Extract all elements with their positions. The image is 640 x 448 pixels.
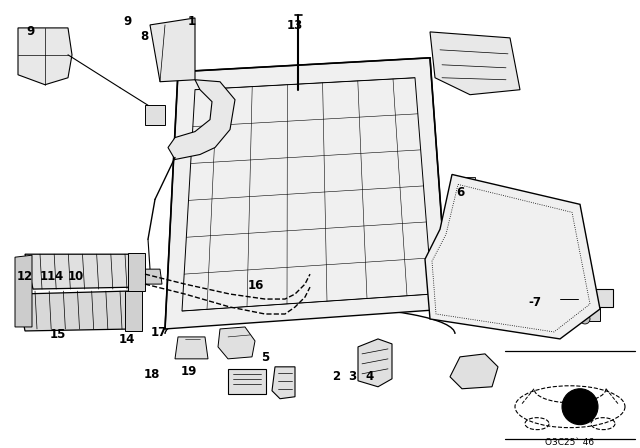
Polygon shape — [425, 174, 600, 339]
Text: 13: 13 — [286, 19, 303, 32]
Text: 6: 6 — [457, 185, 465, 198]
Polygon shape — [168, 80, 235, 159]
Circle shape — [472, 363, 484, 375]
Polygon shape — [272, 367, 295, 399]
Text: 4: 4 — [55, 271, 63, 284]
Polygon shape — [450, 354, 498, 389]
Circle shape — [37, 37, 53, 53]
Polygon shape — [15, 255, 32, 327]
Circle shape — [493, 250, 507, 264]
Bar — [488, 284, 506, 294]
Circle shape — [468, 50, 492, 74]
Polygon shape — [145, 105, 165, 125]
Bar — [455, 177, 475, 190]
Text: O3C25` 46: O3C25` 46 — [545, 438, 595, 447]
Polygon shape — [125, 291, 142, 331]
Text: 1: 1 — [188, 15, 196, 28]
Text: 11: 11 — [40, 271, 56, 284]
Text: 9: 9 — [27, 25, 35, 38]
Bar — [228, 369, 266, 394]
Bar — [465, 279, 483, 289]
Text: 3: 3 — [348, 370, 356, 383]
Text: 19: 19 — [180, 365, 197, 378]
Bar — [75, 267, 103, 285]
Text: 18: 18 — [144, 368, 161, 381]
Text: 5: 5 — [262, 351, 269, 364]
Bar — [578, 307, 600, 321]
Polygon shape — [25, 254, 138, 289]
Text: 2: 2 — [332, 370, 340, 383]
Text: 12: 12 — [16, 271, 33, 284]
Polygon shape — [138, 269, 162, 284]
Bar — [508, 294, 526, 304]
Polygon shape — [175, 337, 208, 359]
Text: 17: 17 — [150, 326, 167, 339]
Circle shape — [482, 368, 492, 378]
Polygon shape — [18, 28, 72, 85]
Polygon shape — [165, 58, 448, 329]
Polygon shape — [430, 32, 520, 95]
Polygon shape — [218, 327, 255, 359]
Circle shape — [580, 314, 590, 324]
Text: 16: 16 — [248, 279, 264, 292]
Text: 4: 4 — [366, 370, 374, 383]
Polygon shape — [358, 339, 392, 387]
Bar — [35, 267, 63, 285]
Text: -7: -7 — [528, 296, 541, 309]
Text: 14: 14 — [118, 333, 135, 346]
Polygon shape — [150, 18, 195, 82]
Text: 10: 10 — [67, 271, 84, 284]
Circle shape — [459, 365, 471, 377]
Bar — [578, 289, 613, 307]
Text: 8: 8 — [140, 30, 148, 43]
Polygon shape — [128, 253, 145, 291]
Polygon shape — [18, 291, 135, 331]
Circle shape — [562, 389, 598, 425]
Text: 15: 15 — [49, 327, 66, 340]
Text: 9: 9 — [124, 15, 132, 28]
Bar — [115, 267, 143, 285]
Bar — [305, 271, 333, 289]
